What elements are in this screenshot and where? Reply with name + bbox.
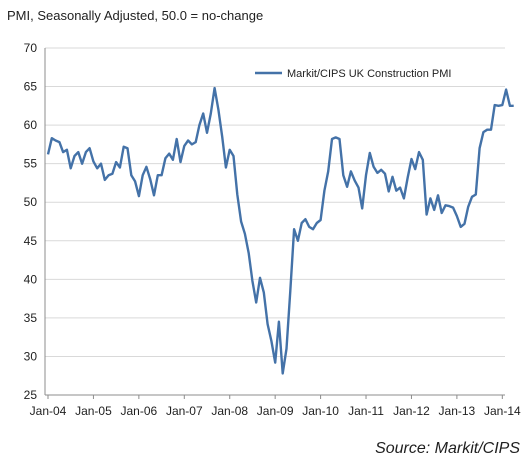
x-tick-label: Jan-09 (257, 404, 294, 418)
legend: Markit/CIPS UK Construction PMI (255, 68, 451, 80)
y-tick-label: 60 (24, 118, 38, 132)
x-tick-label: Jan-08 (211, 404, 248, 418)
y-tick-label: 40 (24, 272, 38, 286)
y-tick-label: 25 (24, 388, 38, 402)
source-note: Source: Markit/CIPS (375, 440, 520, 457)
y-tick-label: 35 (24, 311, 38, 325)
x-tick-label: Jan-10 (302, 404, 339, 418)
x-tick-label: Jan-06 (121, 404, 158, 418)
y-tick-label: 70 (24, 41, 38, 55)
x-tick-label: Jan-04 (30, 404, 67, 418)
x-tick-label: Jan-13 (439, 404, 476, 418)
chart-title: PMI, Seasonally Adjusted, 50.0 = no-chan… (7, 8, 264, 23)
x-tick-label: Jan-12 (393, 404, 430, 418)
y-tick-label: 30 (24, 349, 38, 363)
y-axis-ticks: 70 65 60 55 50 45 40 35 30 25 (24, 41, 38, 402)
x-tick-label: Jan-05 (75, 404, 112, 418)
x-axis-ticks: Jan-04 Jan-05 Jan-06 Jan-07 Jan-08 Jan-09 Jan-… (30, 395, 521, 418)
y-tick-label: 55 (24, 157, 38, 171)
y-tick-label: 65 (24, 80, 38, 94)
x-tick-label: Jan-14 (484, 404, 521, 418)
series-layer (46, 86, 514, 375)
axes (44, 48, 505, 396)
x-tick-label: Jan-07 (166, 404, 203, 418)
x-tick-label: Jan-11 (348, 404, 384, 418)
y-tick-label: 45 (24, 234, 38, 248)
series-line-0 (46, 86, 514, 375)
y-tick-label: 50 (24, 195, 38, 209)
legend-label: Markit/CIPS UK Construction PMI (287, 68, 451, 80)
